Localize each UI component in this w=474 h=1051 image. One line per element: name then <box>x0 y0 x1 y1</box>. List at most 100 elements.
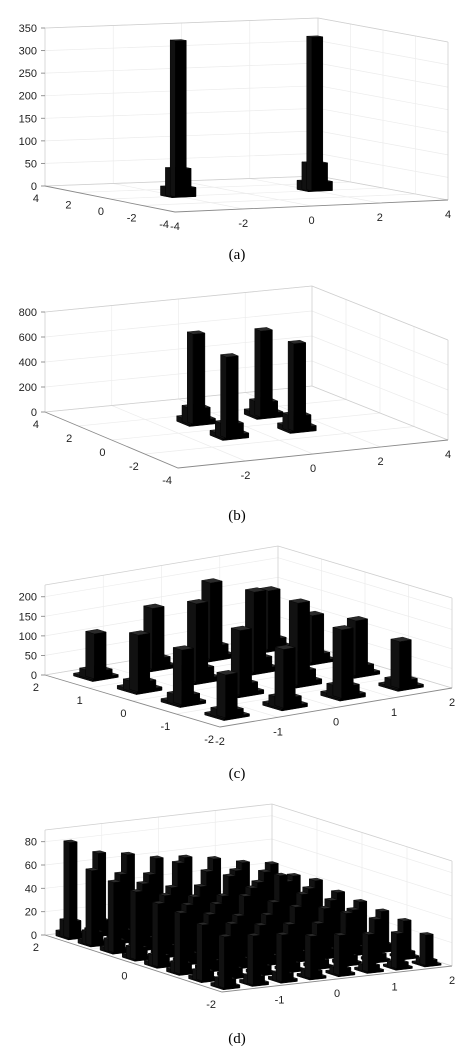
tower-bar <box>277 339 317 434</box>
tower-bar <box>378 636 424 692</box>
tower-bar <box>73 629 119 682</box>
tower-bar <box>243 327 284 420</box>
plot-panel-b: 0 200 400 600 800 4 2 0 -2 -4 -2 0 2 4 <box>0 262 474 502</box>
y-tick-label: 2 <box>33 942 39 954</box>
z-tick-label: 800 <box>19 307 37 319</box>
y-tick-label: 0 <box>121 971 127 983</box>
y-tick-label: 2 <box>66 433 72 445</box>
x-tick-label: -2 <box>238 218 248 230</box>
z-tick-label: 200 <box>19 592 37 604</box>
z-tick-label: 40 <box>25 883 37 895</box>
bar3d-chart-b: 0 200 400 600 800 4 2 0 -2 -4 -2 0 2 4 <box>19 285 451 487</box>
caption-d: (d) <box>228 1031 246 1047</box>
y-tick-label: -2 <box>204 734 214 746</box>
tower-bar <box>268 932 298 984</box>
y-tick-label: 0 <box>98 206 104 218</box>
x-tick-label: -1 <box>273 726 283 738</box>
tower-bar <box>176 330 216 427</box>
ticks-c: 0 50 100 150 200 2 1 0 -1 -2 -2 -1 0 1 2 <box>19 592 455 748</box>
x-tick-label: 0 <box>308 215 314 227</box>
x-tick-label: -2 <box>241 470 251 482</box>
plot-panel-c: 0 50 100 150 200 2 1 0 -1 -2 -2 -1 0 1 2 <box>0 530 474 758</box>
z-tick-label: 150 <box>19 611 37 623</box>
x-tick-label: -2 <box>215 736 225 748</box>
x-tick-label: 1 <box>391 982 397 994</box>
tower-bar <box>77 867 108 948</box>
z-tick-label: 600 <box>19 332 37 344</box>
z-tick-label: 0 <box>31 407 37 419</box>
z-tick-label: 0 <box>31 930 37 942</box>
tower-bar <box>122 889 152 962</box>
grid-a <box>44 17 449 210</box>
y-tick-label: -4 <box>159 219 169 231</box>
z-tick-label: 0 <box>31 670 37 682</box>
x-tick-label: 2 <box>377 456 383 468</box>
frame-b <box>44 285 449 469</box>
z-tick-label: 150 <box>19 113 37 125</box>
tower-bar <box>144 900 174 969</box>
x-tick-label: -1 <box>275 995 285 1007</box>
x-tick-label: 0 <box>310 463 316 475</box>
z-tick-label: 60 <box>25 860 37 872</box>
x-tick-label: -4 <box>170 221 180 233</box>
frame-a <box>44 17 449 213</box>
tower-bar <box>99 879 130 955</box>
z-tick-label: 200 <box>19 382 37 394</box>
bars-d <box>55 839 442 991</box>
tower-bar <box>325 932 356 978</box>
bars-c <box>73 578 424 721</box>
z-tick-label: 350 <box>19 23 37 35</box>
z-tick-label: 50 <box>25 650 37 662</box>
y-tick-label: 1 <box>77 695 83 707</box>
y-tick-label: -4 <box>162 475 172 487</box>
y-tick-label: -1 <box>160 721 170 733</box>
y-tick-label: -2 <box>127 213 137 225</box>
bar3d-chart-c: 0 50 100 150 200 2 1 0 -1 -2 -2 -1 0 1 2 <box>19 545 455 748</box>
z-tick-label: 100 <box>19 136 37 148</box>
z-tick-label: 300 <box>19 46 37 58</box>
y-tick-label: -2 <box>129 461 139 473</box>
x-tick-label: 4 <box>445 449 451 461</box>
tower-bar <box>354 931 384 974</box>
x-tick-label: 4 <box>445 209 451 221</box>
y-tick-label: 2 <box>65 200 71 212</box>
tower-bar <box>210 933 241 991</box>
tower-bar <box>262 644 308 712</box>
ticks-a: 0 50 100 150 200 250 300 350 4 2 0 -2 -4 -4 -2 0 2 4 <box>19 23 451 233</box>
z-tick-label: 50 <box>25 158 37 170</box>
z-tick-label: 0 <box>31 181 37 193</box>
tower-bar <box>160 39 197 199</box>
caption-c: (c) <box>228 766 246 782</box>
tower-bar <box>166 910 196 976</box>
tower-bar <box>209 353 250 441</box>
tower-bar <box>55 839 86 941</box>
x-tick-label: 0 <box>334 988 340 1000</box>
z-tick-label: 250 <box>19 68 37 80</box>
tower-bar <box>320 625 366 702</box>
z-tick-label: 400 <box>19 357 37 369</box>
plot-panel-a: 0 50 100 150 200 250 300 350 4 2 0 -2 -4 -4 -2 0 2 4 <box>0 0 474 245</box>
y-tick-label: 0 <box>99 447 105 459</box>
tower-bar <box>296 35 333 193</box>
tower-bar <box>383 930 413 971</box>
y-tick-label: 0 <box>120 708 126 720</box>
tower-bar <box>188 922 218 984</box>
x-tick-label: 1 <box>391 707 397 719</box>
caption-b: (b) <box>228 508 246 524</box>
y-tick-label: 2 <box>33 682 39 694</box>
x-tick-label: 2 <box>449 975 455 987</box>
tower-bar <box>239 932 269 987</box>
z-tick-label: 80 <box>25 837 37 849</box>
plot-panel-d: 0 20 40 60 80 2 0 -2 -1 0 1 2 <box>0 790 474 1030</box>
x-tick-label: 2 <box>377 212 383 224</box>
y-tick-label: 4 <box>33 193 39 205</box>
z-tick-label: 20 <box>25 907 37 919</box>
bar3d-chart-a: 0 50 100 150 200 250 300 350 4 2 0 -2 -4 -4 -2 0 2 4 <box>19 17 451 233</box>
x-tick-label: 2 <box>449 697 455 709</box>
caption-a: (a) <box>228 247 246 263</box>
tower-bar <box>160 645 207 708</box>
tower-bar <box>296 933 327 981</box>
y-tick-label: 4 <box>33 419 39 431</box>
